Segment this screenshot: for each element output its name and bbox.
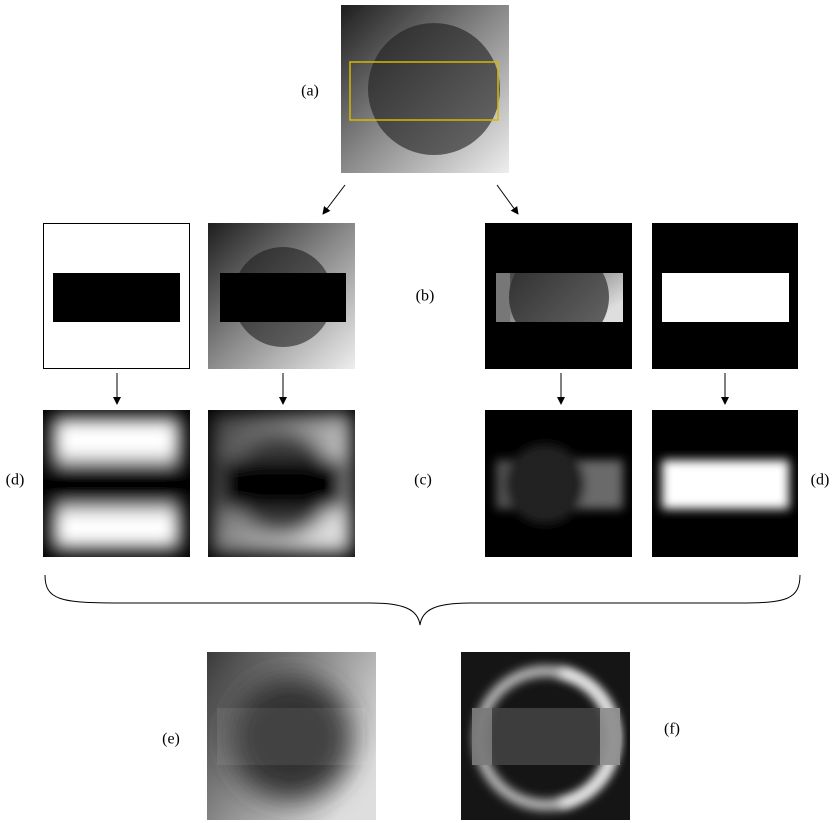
roi-box xyxy=(349,61,499,121)
mask-rect xyxy=(53,273,180,322)
brace xyxy=(44,574,801,626)
label: (f) xyxy=(664,721,680,738)
blurred-masked xyxy=(208,410,355,557)
label: (c) xyxy=(414,472,432,489)
arrow xyxy=(496,184,519,215)
window-rect xyxy=(662,273,789,322)
label: (b) xyxy=(416,288,435,305)
arrow xyxy=(322,184,346,215)
label: (d) xyxy=(6,472,25,489)
image-e xyxy=(207,652,376,820)
label: (a) xyxy=(301,83,319,100)
image-f xyxy=(461,652,630,820)
blurred-window-mask xyxy=(652,410,798,557)
image-a xyxy=(341,5,509,173)
masked-image xyxy=(208,223,355,369)
blurred-mask xyxy=(43,410,190,557)
window-content xyxy=(496,273,623,322)
label: (d) xyxy=(811,472,830,489)
label: (e) xyxy=(162,731,180,748)
blurred-window xyxy=(485,410,632,557)
